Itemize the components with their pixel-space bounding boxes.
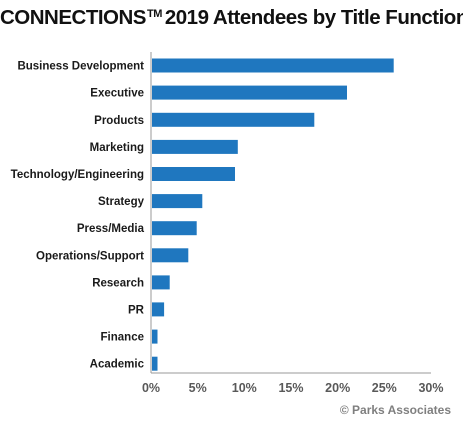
copyright-text: © Parks Associates — [339, 403, 451, 417]
x-tick-label: 30% — [418, 381, 443, 395]
category-labels: Business Development Executive Products Mar… — [11, 61, 145, 371]
x-tick-label: 10% — [232, 381, 257, 395]
bar-products — [152, 112, 315, 127]
category-label: Business Development — [17, 61, 144, 73]
bar-press-media — [152, 221, 197, 236]
bar-technology-engineering — [152, 167, 235, 181]
bar-series — [152, 58, 394, 371]
category-label: Press/Media — [77, 223, 145, 235]
category-label: Executive — [90, 88, 144, 100]
category-label: Strategy — [98, 196, 145, 208]
bar-strategy — [152, 194, 203, 209]
category-label: Academic — [90, 359, 145, 371]
category-label: Products — [94, 115, 144, 127]
x-tick-label: 15% — [278, 381, 303, 395]
bar-operations-support — [152, 248, 189, 263]
category-label: Operations/Support — [36, 250, 144, 262]
category-label: Technology/Engineering — [11, 169, 144, 181]
title-rest: 2019 Attendees by Title Function — [164, 6, 463, 29]
bar-business-development — [152, 58, 394, 73]
title-trademark: TM — [146, 8, 162, 20]
category-label: Research — [92, 277, 144, 289]
category-label: Finance — [101, 332, 144, 344]
bar-finance — [152, 329, 158, 344]
x-axis-ticks: 0% 5% 10% 15% 20% 25% 30% — [142, 381, 444, 395]
x-tick-label: 5% — [189, 381, 207, 395]
bar-research — [152, 275, 170, 290]
bar-marketing — [152, 139, 238, 154]
category-label: Marketing — [90, 142, 144, 154]
bar-executive — [152, 85, 347, 100]
chart-title: CONNECTIONSTM 2019 Attendees by Title Fun… — [0, 6, 463, 30]
bar-academic — [152, 356, 158, 371]
x-tick-label: 20% — [325, 381, 350, 395]
bar-pr — [152, 302, 165, 317]
title-main: CONNECTIONS — [0, 6, 146, 29]
x-tick-label: 0% — [142, 381, 160, 395]
x-tick-label: 25% — [372, 381, 397, 395]
category-label: PR — [128, 304, 145, 316]
